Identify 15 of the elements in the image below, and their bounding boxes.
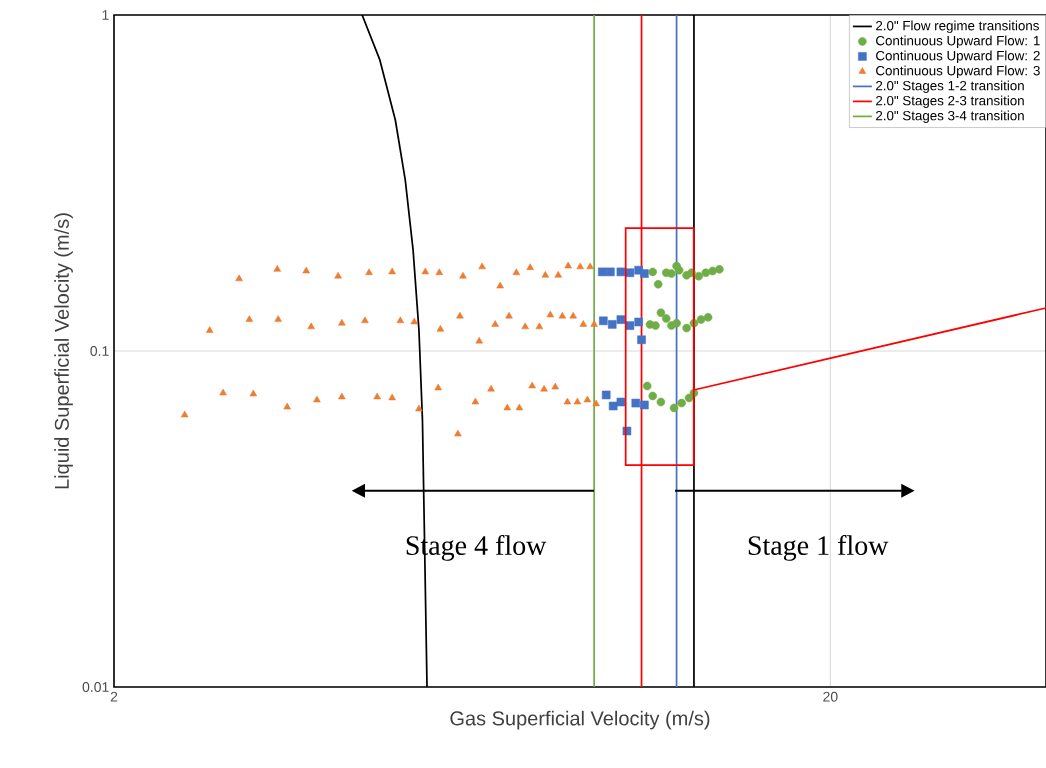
- legend-label: Continuous Upward Flow: 1: [876, 35, 1040, 49]
- annotation: Stage 1 flow: [748, 535, 889, 561]
- legend-label: 2.0" Stages 1-2 transition: [876, 80, 1024, 94]
- y-axis-title: Liquid Superficial Velocity (m/s): [54, 213, 73, 489]
- legend-label: 2.0" Stages 3-4 transition: [876, 110, 1024, 123]
- x-axis-title: Gas Superficial Velocity (m/s): [450, 710, 710, 730]
- y-tick-label: 1: [102, 10, 109, 20]
- y-tick-label: 0.1: [90, 346, 109, 356]
- legend-label: 2.0" Stages 2-3 transition: [876, 95, 1024, 108]
- legend-label: 2.0" Flow regime transitions: [876, 20, 1039, 34]
- legend-label: Continuous Upward Flow: 3: [876, 65, 1040, 79]
- x-tick-label: 2: [110, 691, 118, 702]
- legend-label: Continuous Upward Flow: 2: [876, 50, 1040, 64]
- x-tick-label: 20: [823, 691, 838, 702]
- y-tick-label: 0.01: [82, 682, 109, 692]
